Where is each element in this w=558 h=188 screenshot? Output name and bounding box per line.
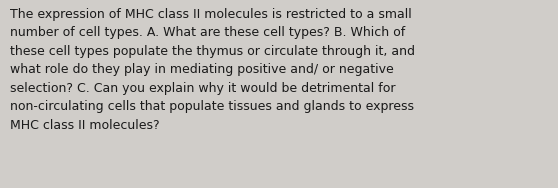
Text: The expression of MHC class II molecules is restricted to a small
number of cell: The expression of MHC class II molecules… — [10, 8, 415, 132]
